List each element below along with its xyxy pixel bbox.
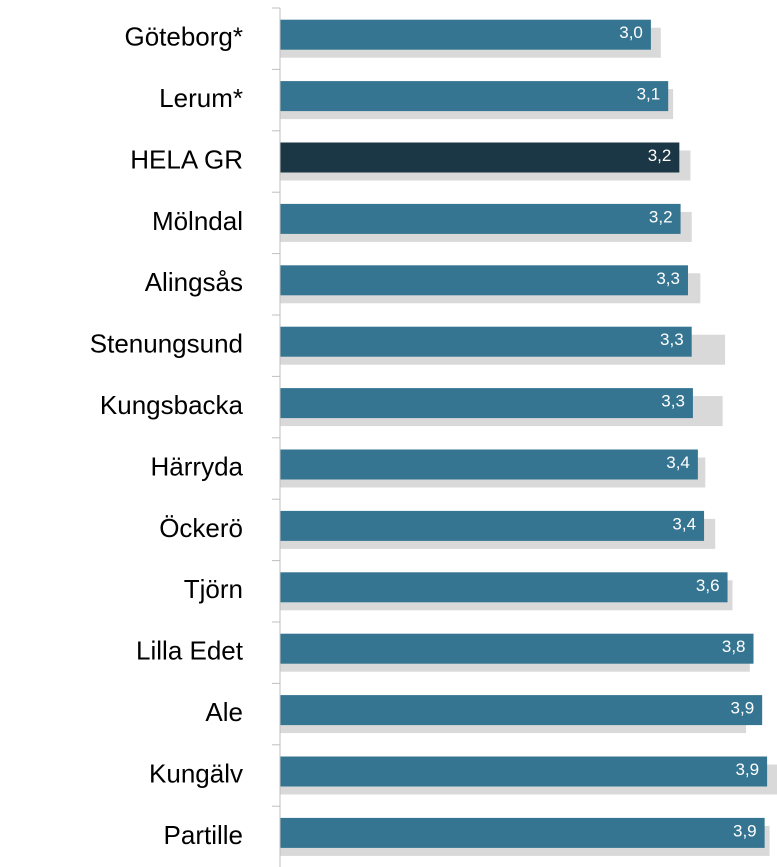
category-label: Alingsås [145,267,243,297]
value-label: 3,0 [619,23,643,42]
category-label: Öckerö [159,513,243,543]
bar [280,203,681,234]
category-label: Partille [164,820,243,850]
value-label: 3,4 [666,453,690,472]
category-label: Lilla Edet [136,636,244,666]
bar [280,572,728,603]
bar [280,81,669,112]
bar [280,265,688,296]
category-label: Ale [205,697,243,727]
bar [280,142,680,173]
bar [280,326,692,357]
category-label: Härryda [151,451,244,481]
value-label: 3,3 [660,330,684,349]
value-label: 3,1 [637,85,661,104]
value-label: 3,2 [649,207,673,226]
value-label: 3,9 [733,821,757,840]
value-label: 3,3 [656,269,680,288]
category-label: HELA GR [130,144,243,174]
category-label: Kungälv [149,758,243,788]
bar [280,388,693,419]
bar [280,19,651,50]
bar [280,695,763,726]
value-label: 3,8 [722,637,746,656]
category-label: Göteborg* [124,22,243,52]
category-label: Mölndal [152,206,243,236]
value-label: 3,6 [696,576,720,595]
bar [280,510,705,541]
bar [280,633,754,664]
category-label: Lerum* [159,83,243,113]
bar [280,449,698,480]
category-label: Stenungsund [90,329,243,359]
value-label: 3,9 [731,699,755,718]
category-label: Kungsbacka [100,390,244,420]
value-label: 3,9 [735,760,759,779]
bar [280,756,768,787]
value-label: 3,3 [661,392,685,411]
bar [280,817,765,848]
value-label: 3,2 [648,146,672,165]
value-label: 3,4 [672,514,696,533]
category-label: Tjörn [184,574,243,604]
